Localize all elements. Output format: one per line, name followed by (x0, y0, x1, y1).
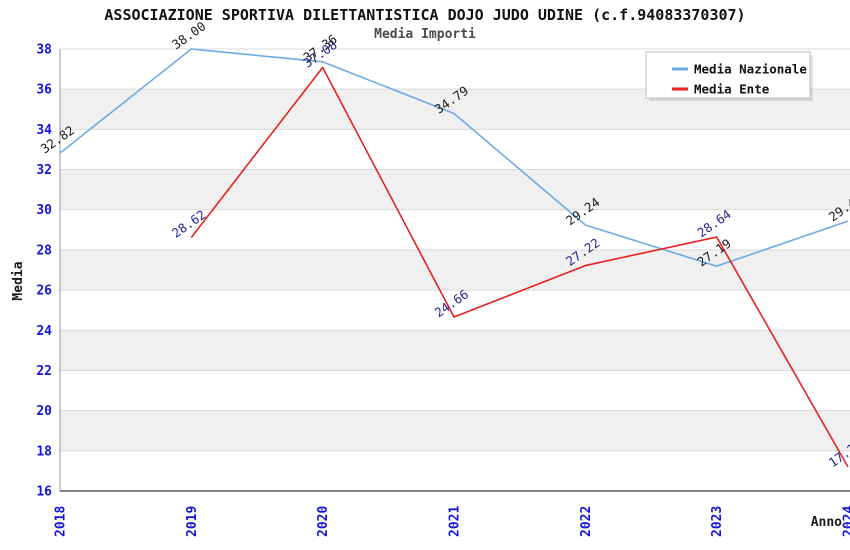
y-axis-title: Media (11, 261, 26, 300)
y-tick-label: 28 (36, 243, 52, 258)
x-tick-label: 2020 (316, 506, 331, 537)
chart-title: ASSOCIAZIONE SPORTIVA DILETTANTISTICA DO… (104, 6, 746, 24)
x-tick-label: 2022 (579, 506, 594, 537)
plot-band (60, 169, 850, 210)
x-axis-title: Anno (811, 515, 842, 530)
y-tick-label: 20 (36, 404, 52, 419)
plot-band (60, 330, 850, 371)
legend-label-media-ente: Media Ente (694, 82, 770, 97)
point-label: 24.66 (432, 286, 471, 320)
point-label: 28.64 (694, 206, 733, 240)
x-tick-label: 2019 (185, 506, 200, 537)
plot-band (60, 249, 850, 291)
y-tick-label: 36 (36, 83, 52, 98)
series-line-media-ente (190, 66, 849, 468)
y-tick-label: 16 (36, 485, 52, 500)
y-tick-label: 32 (36, 163, 52, 178)
x-tick-label: 2023 (710, 506, 725, 537)
y-tick-label: 30 (36, 203, 52, 218)
point-label: 38.00 (169, 18, 208, 52)
legend-box (645, 51, 811, 99)
y-tick-label: 18 (36, 444, 52, 459)
chart-subtitle: Media Importi (374, 27, 476, 42)
y-tick-label: 34 (36, 123, 52, 138)
series-line-media-nazionale (59, 48, 849, 267)
x-tick-label: 2021 (448, 506, 463, 537)
y-tick-label: 38 (36, 43, 52, 58)
y-tick-label: 26 (36, 284, 52, 299)
x-tick-label: 2024 (842, 506, 850, 537)
x-tick-label: 2018 (54, 506, 69, 537)
y-tick-label: 24 (36, 324, 52, 339)
plot-band (60, 410, 850, 451)
y-tick-label: 22 (36, 364, 52, 379)
legend-label-media-nazionale: Media Nazionale (694, 62, 807, 77)
